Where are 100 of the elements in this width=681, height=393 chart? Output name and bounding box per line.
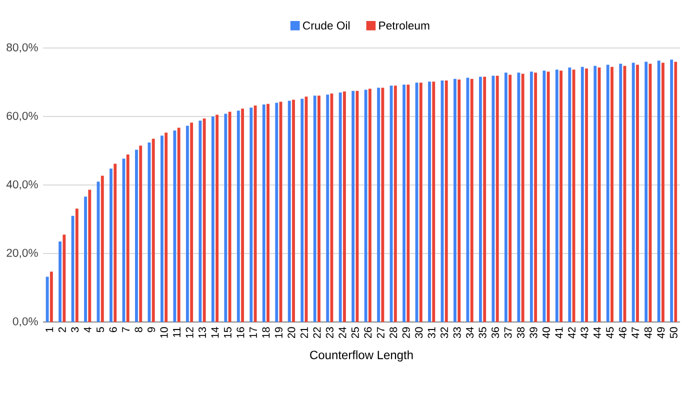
bar xyxy=(164,132,168,322)
bar xyxy=(338,92,342,322)
bar xyxy=(262,104,266,322)
bar xyxy=(657,60,660,322)
x-axis-title: Counterflow Length xyxy=(310,350,413,362)
x-tick-label: 43 xyxy=(580,327,588,338)
x-tick-label: 48 xyxy=(644,327,652,338)
y-tick-label: 0,0% xyxy=(12,317,38,327)
x-tick-label: 42 xyxy=(568,327,576,338)
x-tick-label: 1 xyxy=(46,327,54,332)
bar xyxy=(428,82,431,322)
x-tick-label: 15 xyxy=(224,327,232,338)
x-tick-label: 47 xyxy=(632,327,640,338)
bar xyxy=(492,76,495,322)
x-tick-label: 26 xyxy=(364,327,372,338)
bar xyxy=(568,68,572,322)
x-tick-label: 20 xyxy=(288,327,296,338)
x-tick-label: 2 xyxy=(58,327,66,332)
bar xyxy=(364,90,368,322)
bar xyxy=(521,74,524,322)
bar xyxy=(419,82,422,322)
x-tick-label: 22 xyxy=(313,327,321,338)
x-tick-label: 12 xyxy=(186,327,194,338)
bar xyxy=(530,72,533,322)
x-tick-label: 23 xyxy=(326,327,334,338)
bar xyxy=(636,64,639,322)
bar xyxy=(84,196,87,322)
legend-label: Petroleum xyxy=(379,21,430,30)
bar xyxy=(139,146,142,322)
bar xyxy=(88,190,92,322)
x-tick-label: 36 xyxy=(492,327,500,338)
x-tick-label: 6 xyxy=(109,327,117,332)
bar xyxy=(610,66,614,322)
bar xyxy=(216,114,219,322)
bar xyxy=(632,62,635,322)
x-tick-label: 41 xyxy=(555,327,563,338)
bar xyxy=(368,88,372,322)
x-tick-label: 40 xyxy=(542,327,550,338)
bar xyxy=(580,66,584,322)
x-tick-label: 24 xyxy=(338,327,346,338)
bar xyxy=(555,70,558,322)
bar xyxy=(228,112,232,322)
x-tick-label: 50 xyxy=(670,327,678,338)
bar xyxy=(211,116,214,322)
bar xyxy=(594,66,597,322)
x-tick-label: 37 xyxy=(504,327,512,338)
bar xyxy=(470,78,474,322)
bar xyxy=(432,82,436,322)
x-tick-label: 30 xyxy=(415,327,423,338)
bar xyxy=(241,108,244,322)
bar xyxy=(534,72,538,322)
bar xyxy=(479,76,482,322)
x-tick-label: 17 xyxy=(250,327,257,338)
x-tick-label: 8 xyxy=(134,327,142,332)
x-tick-label: 11 xyxy=(173,327,180,337)
x-tick-label: 45 xyxy=(606,327,614,338)
bar xyxy=(275,102,278,322)
x-tick-label: 49 xyxy=(657,327,665,338)
y-tick-label: 80,0% xyxy=(6,43,38,53)
bar xyxy=(542,70,546,322)
bar xyxy=(266,104,270,322)
x-tick-label: 16 xyxy=(236,327,244,338)
x-tick-label: 33 xyxy=(453,327,461,338)
bar xyxy=(546,72,550,322)
x-tick-label: 13 xyxy=(198,327,206,338)
x-tick-label: 46 xyxy=(618,327,626,338)
bar xyxy=(202,118,206,322)
bar xyxy=(458,80,461,322)
bar xyxy=(454,78,456,322)
bar xyxy=(46,276,49,322)
bar xyxy=(198,120,202,322)
bar xyxy=(62,234,66,322)
bar xyxy=(342,92,346,322)
bar xyxy=(190,122,194,322)
x-tick-label: 10 xyxy=(160,327,168,338)
x-tick-label: 29 xyxy=(402,327,410,338)
x-tick-label: 44 xyxy=(594,327,601,338)
bar xyxy=(126,154,130,322)
bar xyxy=(110,168,112,322)
x-tick-label: 27 xyxy=(376,327,384,338)
bar xyxy=(313,96,316,322)
x-tick-label: 34 xyxy=(466,327,474,338)
x-tick-label: 3 xyxy=(71,327,79,332)
bar xyxy=(394,86,397,322)
bar xyxy=(75,208,78,322)
bar xyxy=(377,88,380,322)
bar xyxy=(177,128,180,322)
bar xyxy=(444,80,448,322)
x-tick-label: 5 xyxy=(96,327,104,332)
bar xyxy=(661,62,664,322)
bar xyxy=(517,72,520,322)
bar xyxy=(135,150,138,322)
bar xyxy=(114,164,117,322)
y-tick-label: 60,0% xyxy=(6,112,38,122)
x-tick-label: 25 xyxy=(351,327,359,338)
bar xyxy=(619,64,622,322)
bar xyxy=(236,110,240,322)
x-tick-label: 38 xyxy=(516,327,525,338)
bar xyxy=(173,130,176,322)
bar xyxy=(71,216,74,322)
